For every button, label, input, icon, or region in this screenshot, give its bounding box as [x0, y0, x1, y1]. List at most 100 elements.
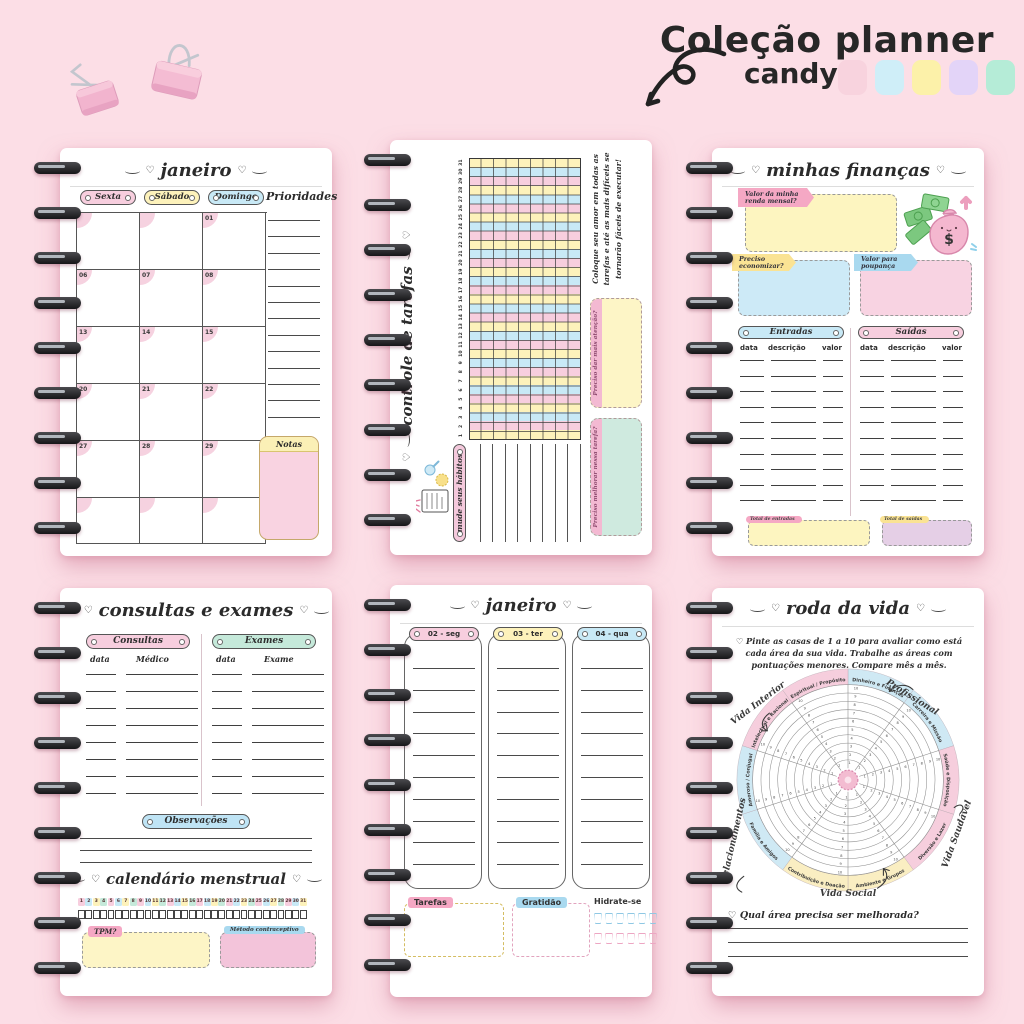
priorities-line — [268, 400, 320, 402]
spiral-coil — [364, 869, 411, 881]
wheel-scale-number: 2 — [864, 759, 866, 763]
tracker-day-number: 31 — [459, 159, 464, 166]
arrow-right — [953, 804, 964, 814]
entradas-header: Entradas — [738, 326, 844, 339]
spiral-coil — [686, 692, 733, 704]
menstrual-checkbox — [85, 910, 93, 919]
tracker-day-number: 15 — [459, 304, 464, 312]
wheel-scale-number: 10 — [838, 870, 843, 874]
weekly-line — [497, 798, 559, 800]
detail-line — [126, 776, 198, 777]
wheel-scale-number: 1 — [848, 761, 850, 765]
flourish — [730, 168, 746, 174]
binder-clips — [69, 44, 202, 116]
heart-icon: ♡ — [728, 910, 740, 921]
menstrual-checkbox — [92, 910, 100, 919]
value-line — [943, 500, 963, 502]
menstrual-day-number: 22 — [233, 898, 241, 906]
flourish — [749, 606, 765, 612]
menstrual-day-number: 4 — [100, 898, 108, 906]
wheel-scale-number: 7 — [909, 805, 911, 809]
tracker-day-number: 26 — [459, 204, 464, 212]
weekly-line — [497, 711, 559, 713]
heart-icon: ♡ — [237, 165, 247, 176]
spiral-coil — [364, 599, 411, 611]
value-line — [943, 469, 963, 471]
weekly-line — [497, 864, 559, 866]
wheel-group-label: Vida Social — [820, 889, 877, 899]
wheel-scale-number: 5 — [893, 798, 895, 802]
wheel-spoke — [854, 702, 905, 771]
wheel-scale-number: 4 — [875, 746, 878, 750]
arrow-left — [736, 875, 745, 893]
weekly-line — [581, 820, 643, 822]
wheel-scale-number: 10 — [756, 799, 761, 803]
consulta-row — [86, 691, 198, 692]
wheel-scale-number: 7 — [913, 763, 915, 767]
date-line — [740, 500, 764, 502]
color-swatches — [838, 60, 1015, 95]
weekly-line — [413, 689, 475, 691]
day-number: 22 — [205, 386, 214, 393]
notebook-tracker: ♡ controle de tarefas ♡ mude seus hábito… — [364, 140, 652, 555]
wheel-group-label: Profissional — [883, 677, 940, 718]
date-line — [740, 375, 764, 377]
spiral-coil — [364, 689, 411, 701]
menstrual-day-number: 7 — [122, 898, 130, 906]
priorities-line — [268, 220, 320, 221]
wheel-scale-number: 1 — [864, 775, 866, 779]
description-line — [891, 406, 936, 408]
ledger-row — [858, 406, 964, 408]
day-number: 08 — [205, 272, 214, 279]
menstrual-checkbox — [196, 910, 204, 919]
description-line — [891, 391, 936, 393]
day-header-sexta: Sexta — [80, 190, 136, 205]
col-valor: valor — [822, 344, 842, 352]
wheel-scale-number: 8 — [853, 703, 855, 707]
date-line — [86, 742, 116, 743]
menstrual-day-number: 24 — [247, 898, 255, 906]
money-bag-illustration: $ — [903, 193, 977, 255]
detail-line — [126, 742, 198, 743]
wheel-scale-number: 4 — [888, 769, 891, 773]
priorities-line — [268, 302, 320, 303]
wheel-scale-number: 9 — [890, 850, 892, 854]
spiral-coil — [364, 379, 411, 391]
tracker-day-number: 11 — [459, 341, 464, 348]
menstrual-day-number: 25 — [255, 898, 263, 906]
wheel-scale-number: 8 — [777, 749, 779, 753]
water-cup-icon — [594, 913, 602, 924]
spiral-coil — [34, 432, 81, 444]
wheel-scale-number: 10 — [785, 848, 790, 852]
priorities-line — [268, 351, 320, 353]
ledger-row — [858, 500, 964, 502]
tpm-tab: TPM? — [88, 926, 123, 937]
tracker-day-number: 7 — [459, 379, 464, 383]
wheel-scale-number: 2 — [830, 798, 832, 802]
wheel-scale-number: 4 — [843, 820, 846, 824]
date-line — [860, 500, 884, 502]
wheel-scale-number: 1 — [856, 793, 858, 797]
menstrual-day-number: 10 — [144, 898, 152, 906]
weekly-line — [581, 733, 643, 735]
menstrual-checkbox — [284, 910, 292, 919]
date-line — [740, 422, 764, 424]
detail-line — [252, 691, 324, 692]
menstrual-checkbox — [100, 910, 108, 919]
value-line — [943, 422, 963, 424]
detail-line — [252, 793, 324, 794]
tracker-day-number: 13 — [459, 323, 464, 330]
description-line — [891, 453, 936, 455]
menstrual-checkbox — [218, 910, 226, 919]
wheel-scale-number: 8 — [897, 721, 899, 725]
spiral-coil — [34, 207, 81, 219]
date-line — [212, 674, 242, 675]
date-line — [212, 708, 242, 709]
wheel-scale-number: 9 — [769, 746, 771, 750]
spiral-coil — [34, 602, 81, 614]
detail-line — [252, 759, 324, 760]
menstrual-day-number: 17 — [196, 898, 204, 906]
wheel-spoke — [854, 789, 905, 858]
day-column-monday: 02 - seg — [404, 627, 482, 889]
